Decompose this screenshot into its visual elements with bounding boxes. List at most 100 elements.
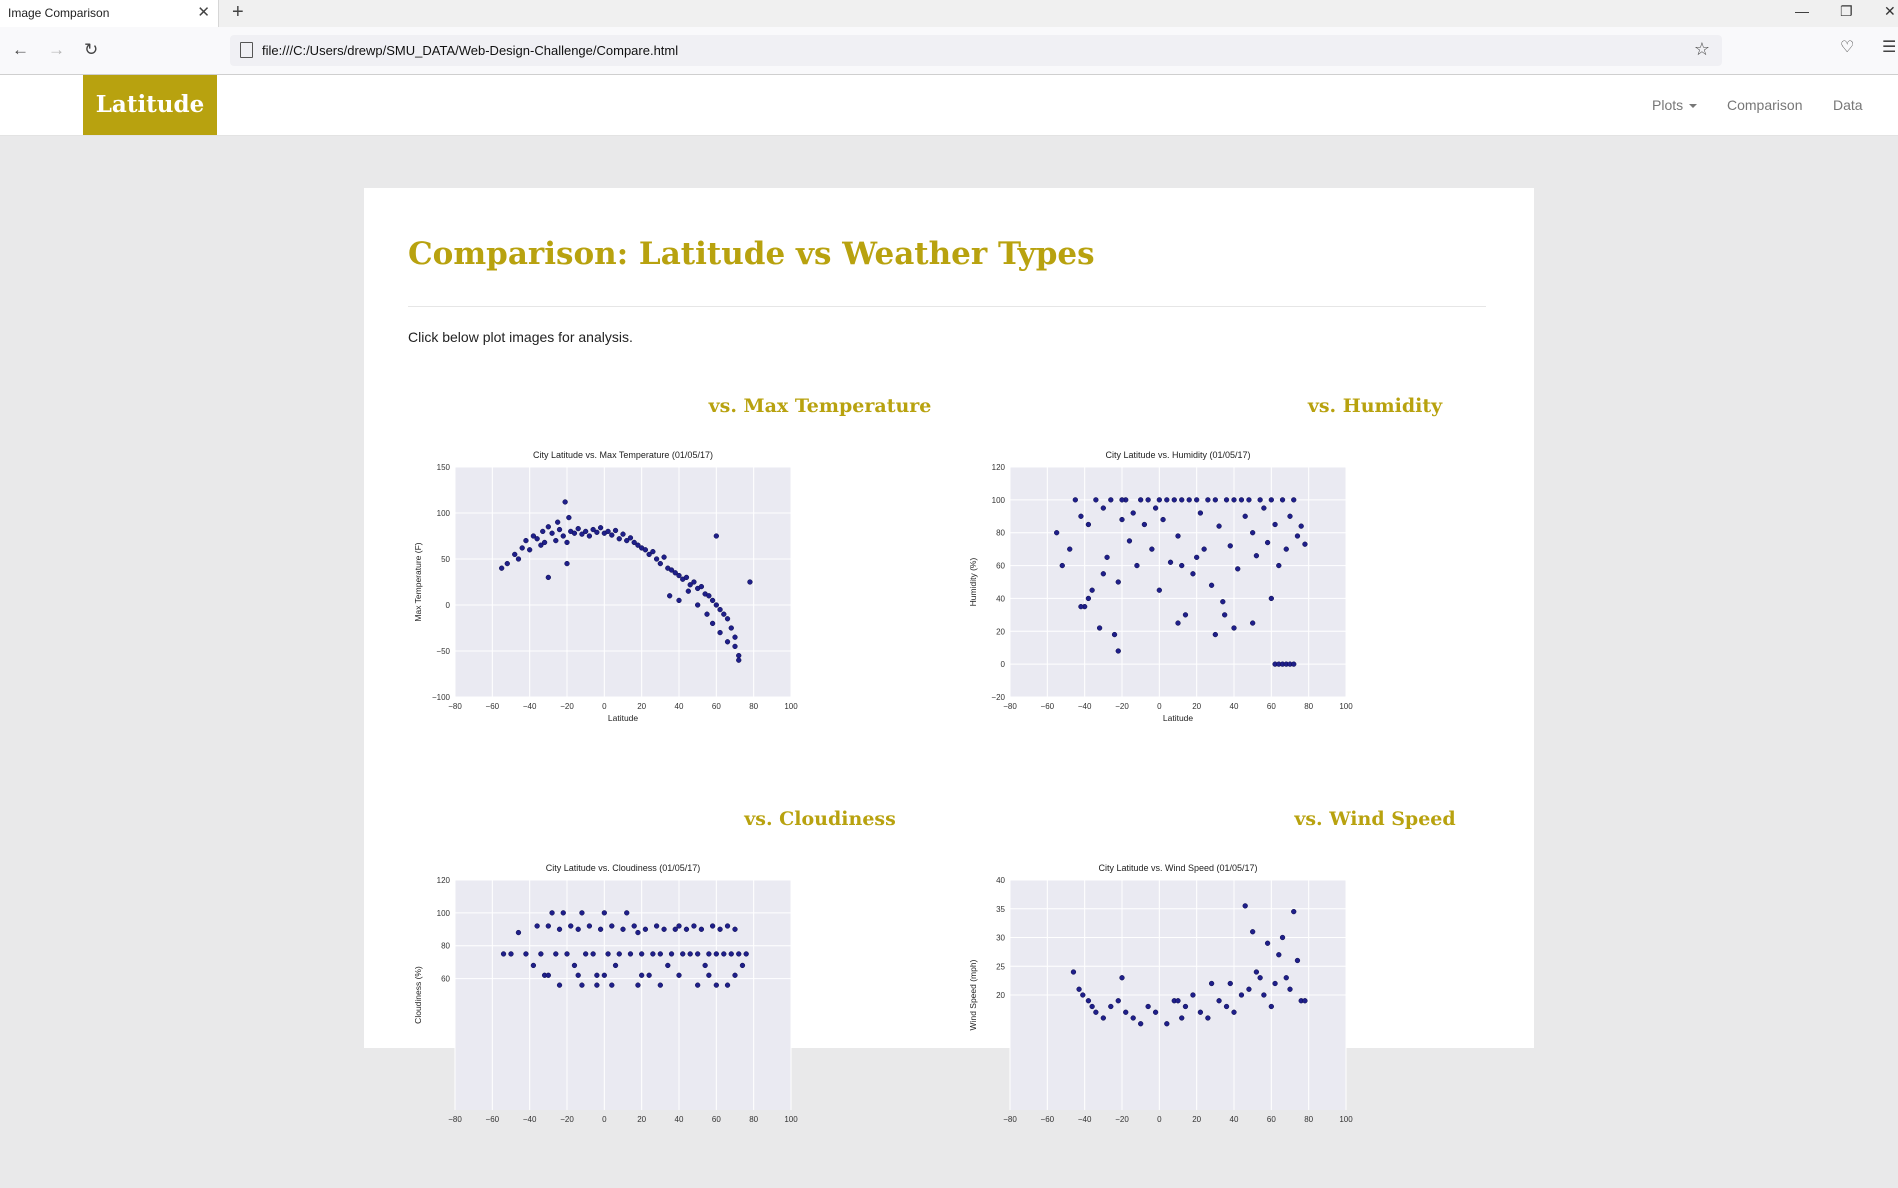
url-bar[interactable]: file:///C:/Users/drewp/SMU_DATA/Web-Desi… [230,35,1722,66]
bookmark-star-icon[interactable]: ☆ [1693,39,1710,59]
data-point [590,526,596,533]
data-point [556,926,563,932]
y-tick-label: −20 [991,693,1005,702]
minimize-icon[interactable]: — [1795,3,1809,19]
data-point [1279,497,1286,503]
data-point [1250,530,1256,536]
data-point [646,972,652,978]
pocket-icon[interactable]: ♡ [1840,39,1855,56]
y-tick-label: 35 [996,905,1005,914]
data-point [1164,497,1170,503]
window-close-icon[interactable]: ✕ [1884,3,1896,19]
data-point [579,531,585,537]
data-point [562,499,568,505]
data-point [515,556,522,562]
data-point [586,533,593,539]
data-point [1208,980,1215,987]
data-point [709,620,716,627]
data-point [1119,975,1125,981]
hamburger-menu-icon[interactable]: ☰ [1882,39,1897,56]
data-point [1261,505,1267,511]
data-point [736,951,742,957]
plot-max-temperature[interactable]: City Latitude vs. Max Temperature (01/05… [409,445,829,775]
data-point [713,951,719,957]
plot-heading-cloudiness: vs. Cloudiness [744,808,896,830]
data-point [1287,986,1293,992]
data-point [1253,969,1260,975]
data-point [597,926,604,932]
x-tick-label: −40 [523,702,537,711]
data-point [717,926,723,932]
x-tick-label: 40 [675,1115,684,1124]
url-text[interactable]: file:///C:/Users/drewp/SMU_DATA/Web-Desi… [262,43,679,58]
data-point [586,923,593,929]
data-point [545,574,551,581]
data-point [1167,559,1174,565]
data-point [1287,513,1293,519]
data-point [657,982,663,988]
plot-humidity[interactable]: City Latitude vs. Humidity (01/05/17) −80… [964,445,1384,775]
data-point [1111,631,1118,638]
plot-area [1010,467,1346,697]
data-point [1100,571,1106,577]
data-point [736,652,742,659]
data-point [1093,497,1099,503]
x-tick-label: −80 [1003,1115,1017,1124]
data-point [571,962,578,969]
x-tick-label: −20 [560,702,574,711]
data-point [627,535,634,541]
reload-icon[interactable]: ↻ [84,40,99,59]
y-tick-label: 30 [996,934,1005,943]
data-point [1276,952,1282,958]
browser-tab[interactable]: Image Comparison ✕ [0,0,219,27]
data-point [724,982,731,988]
browser-tab-strip: Image Comparison ✕ + — ❐ ✕ [0,0,1898,27]
x-tick-label: 60 [712,1115,721,1124]
data-point [1130,1015,1136,1021]
data-point [1190,992,1196,998]
x-tick-label: 80 [749,702,758,711]
data-point [534,536,540,542]
data-point [676,972,682,978]
nav-plots-dropdown[interactable]: Plots [1652,97,1698,113]
data-point [639,951,645,957]
data-point [530,962,537,969]
data-point [609,923,615,929]
y-tick-label: 20 [996,627,1005,636]
data-point [545,972,551,978]
data-point [713,982,719,988]
data-point [519,545,525,551]
data-point [564,560,570,567]
x-tick-label: 0 [602,702,607,711]
data-point [527,547,533,553]
data-point [1141,521,1148,528]
data-point [635,929,641,936]
nav-comparison[interactable]: Comparison [1727,97,1803,113]
back-arrow-icon[interactable]: ← [12,40,29,59]
data-point [541,539,548,546]
data-point [680,951,686,957]
data-point [1070,969,1077,975]
forward-arrow-icon[interactable]: → [48,40,65,59]
data-point [597,525,604,531]
close-icon[interactable]: ✕ [197,4,210,21]
data-point [732,643,738,650]
data-point [1298,523,1304,529]
y-tick-label: 100 [992,496,1006,505]
data-point [1190,571,1196,577]
data-point [653,556,660,562]
data-point [1179,497,1185,503]
data-point [515,929,522,936]
data-point [1222,612,1228,618]
plot-wind-speed[interactable]: City Latitude vs. Wind Speed (01/05/17) −… [964,858,1384,1188]
brand-logo[interactable]: Latitude [83,75,217,135]
data-point [687,951,693,957]
divider [408,306,1486,307]
data-point [540,528,546,535]
new-tab-plus-icon[interactable]: + [232,1,244,23]
plot-cloudiness[interactable]: City Latitude vs. Cloudiness (01/05/17) −… [409,858,829,1188]
plot-heading-wind-speed: vs. Wind Speed [1294,808,1456,830]
data-point [1205,497,1211,503]
restore-icon[interactable]: ❐ [1840,3,1853,19]
nav-data[interactable]: Data [1833,97,1863,113]
